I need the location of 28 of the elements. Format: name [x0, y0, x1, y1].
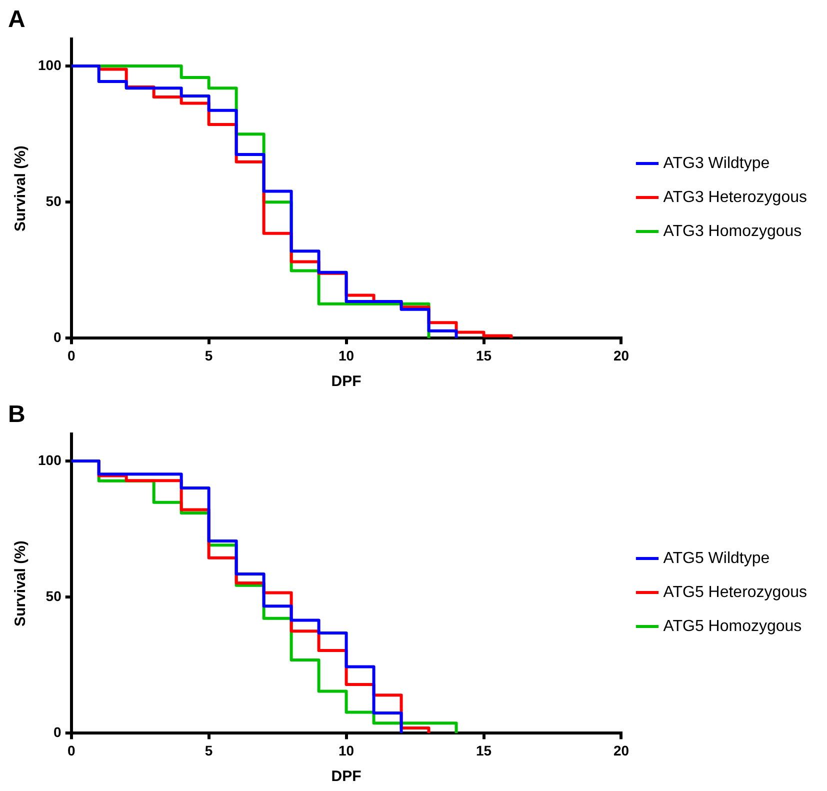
y-tick-label: 100 [38, 56, 62, 73]
x-tick-label: 5 [204, 347, 213, 364]
x-axis-title: DPF [331, 373, 362, 390]
x-tick-label: 20 [613, 742, 630, 758]
x-tick-label: 5 [204, 742, 213, 758]
chart-title: A [8, 6, 26, 34]
x-tick-label: 20 [613, 347, 630, 364]
y-tick-label: 0 [54, 724, 62, 740]
x-tick-label: 15 [476, 742, 492, 758]
y-tick-label: 50 [46, 192, 62, 209]
x-tick-label: 10 [338, 742, 354, 758]
legend-label: ATG3 Homozygous [663, 222, 802, 240]
x-tick-label: 10 [338, 347, 354, 364]
y-axis-title: Survival (%) [12, 146, 30, 232]
y-tick-label: 50 [46, 588, 62, 604]
y-tick-label: 100 [38, 452, 62, 468]
x-tick-label: 0 [67, 347, 76, 364]
legend-label: ATG3 Heterozygous [663, 188, 807, 206]
x-tick-label: 15 [476, 347, 492, 364]
y-axis-title: Survival (%) [12, 540, 30, 626]
legend-label: ATG5 Wildtype [663, 550, 770, 567]
y-tick-label: 0 [54, 329, 62, 346]
x-axis-title: DPF [331, 768, 362, 786]
legend-label: ATG3 Wildtype [663, 154, 770, 172]
legend-label: ATG5 Heterozygous [663, 584, 807, 601]
chart-title: B [8, 401, 26, 428]
x-tick-label: 0 [67, 742, 76, 758]
legend-label: ATG5 Homozygous [663, 618, 802, 635]
